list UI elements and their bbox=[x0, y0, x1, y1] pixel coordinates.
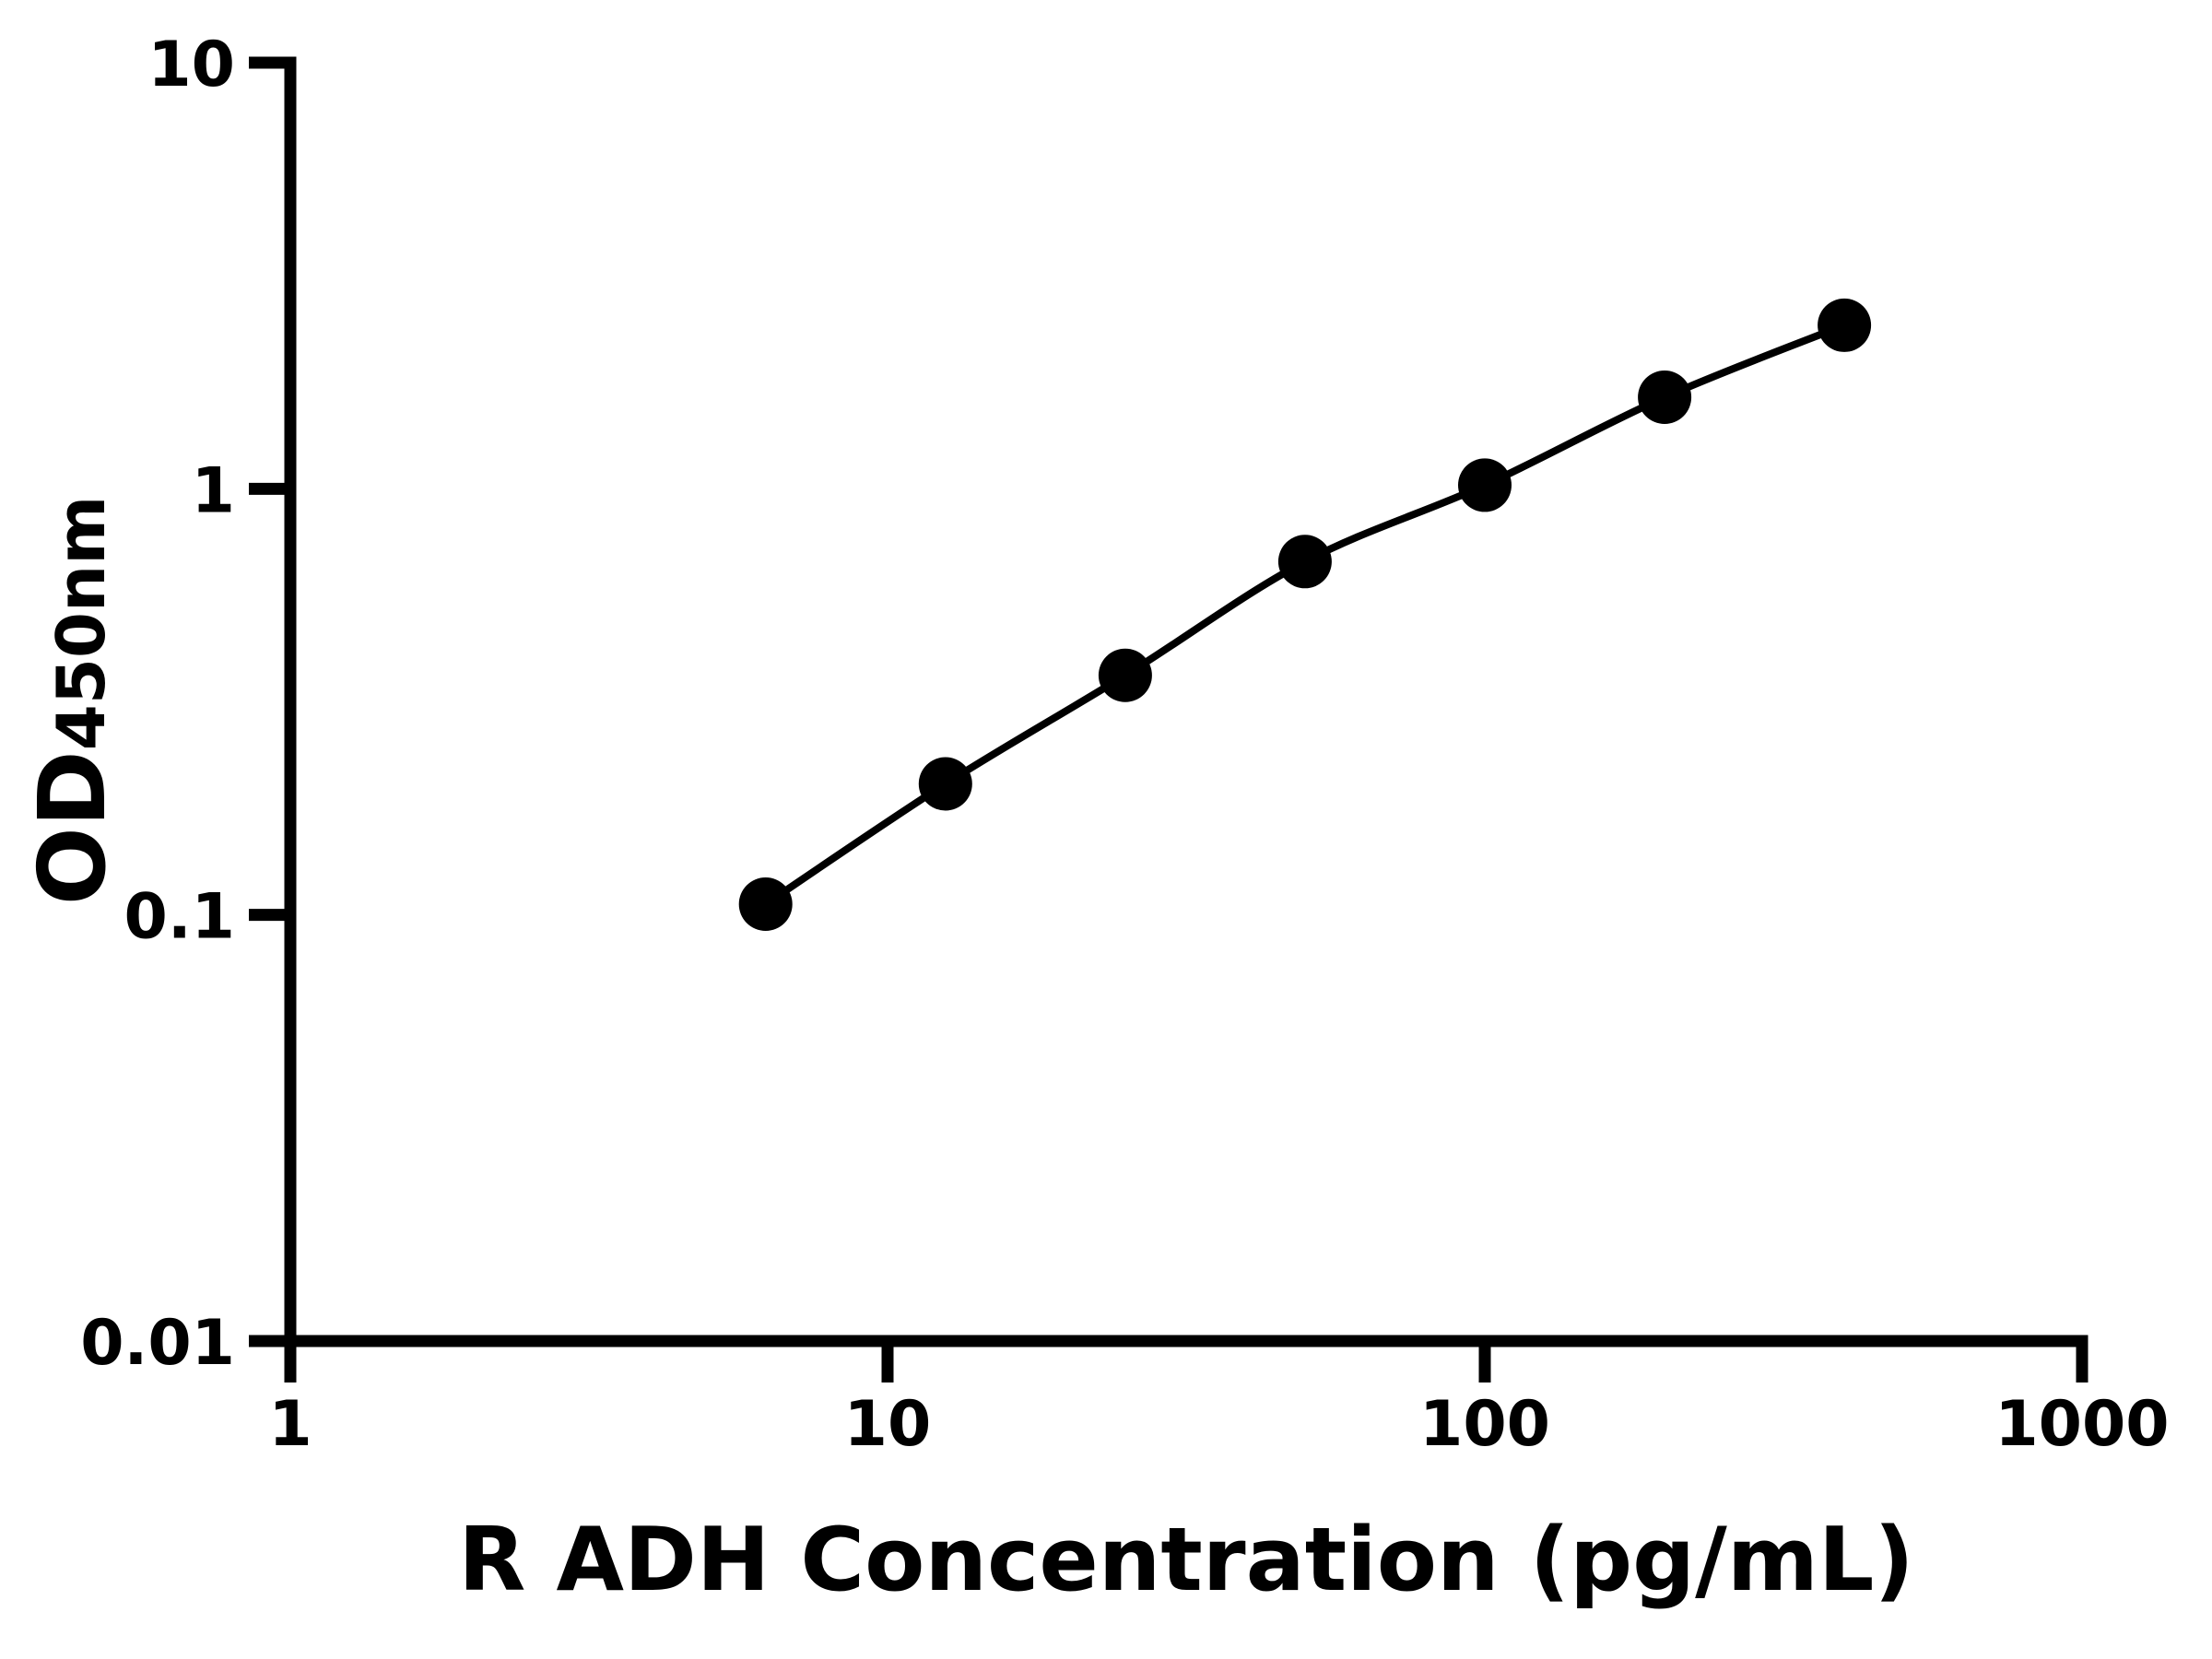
data-point-marker bbox=[1638, 371, 1692, 424]
data-point-marker bbox=[1098, 648, 1152, 702]
y-axis-title-subscript: 450nm bbox=[42, 496, 120, 751]
data-point-marker bbox=[1458, 458, 1512, 512]
x-tick-label: 10 bbox=[844, 1388, 932, 1461]
x-tick-label: 100 bbox=[1419, 1388, 1550, 1461]
data-point-marker bbox=[1277, 535, 1332, 589]
data-point-marker bbox=[1818, 298, 1872, 352]
y-ticks-group: 0.01 0.1 1 10 bbox=[80, 29, 290, 1380]
axes-group bbox=[284, 56, 2088, 1347]
y-tick-label: 10 bbox=[147, 29, 235, 101]
y-tick-label: 1 bbox=[192, 454, 235, 527]
x-tick-label: 1 bbox=[268, 1388, 312, 1461]
x-ticks-group: 1 10 100 1000 bbox=[268, 1341, 2170, 1461]
data-point-marker bbox=[738, 877, 793, 931]
y-tick-label: 0.1 bbox=[124, 881, 235, 954]
x-tick-label: 1000 bbox=[1994, 1388, 2169, 1461]
y-axis-title: OD450nm bbox=[18, 496, 126, 906]
data-point-marker bbox=[918, 757, 972, 811]
y-axis-title-main: OD bbox=[18, 750, 126, 905]
x-axis-title: R ADH Concentration (pg/mL) bbox=[458, 1510, 1914, 1611]
series-group bbox=[738, 298, 1872, 931]
y-tick-label: 0.01 bbox=[80, 1307, 235, 1380]
